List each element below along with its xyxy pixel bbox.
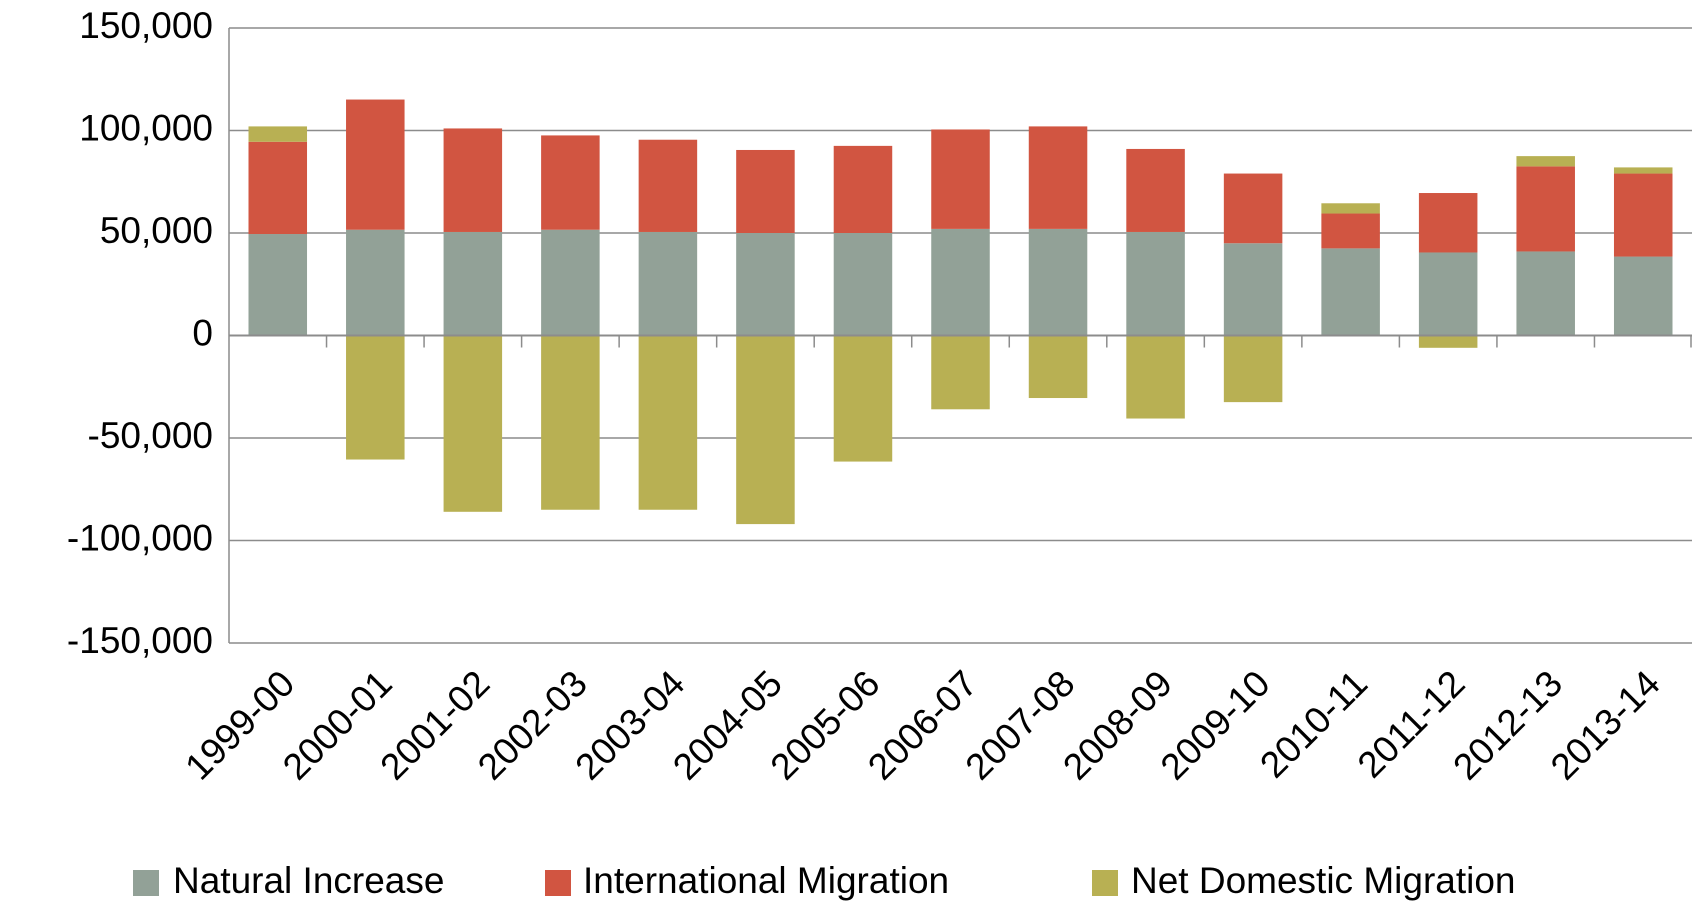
x-tick-label: 2006-07: [860, 663, 985, 788]
bar-segment: [541, 229, 600, 336]
bar-segment: [443, 335, 503, 512]
x-tick-label: 2001-02: [372, 663, 497, 788]
x-tick-label: 2003-04: [567, 663, 692, 788]
legend-swatch: [1092, 870, 1118, 896]
bar-segment: [1613, 256, 1673, 336]
bar-segment: [1321, 213, 1380, 249]
bar-segment: [1223, 173, 1283, 244]
bar-segment: [833, 233, 893, 336]
bar-segment: [1126, 148, 1185, 232]
bar-segment: [248, 126, 308, 142]
x-tick-label: 2013-14: [1543, 663, 1668, 788]
bar-segment: [1126, 335, 1185, 419]
bar-segment: [1223, 243, 1283, 336]
bar-segment: [1126, 231, 1185, 336]
x-tick-label: 2012-13: [1445, 663, 1570, 788]
bar-segment: [1223, 335, 1283, 403]
y-tick-label: 100,000: [79, 107, 213, 148]
bar-segment: [1418, 335, 1478, 348]
bar-segment: [1418, 252, 1478, 336]
bar-segment: [1321, 248, 1380, 336]
bar-segment: [1321, 203, 1380, 214]
bar-segment: [833, 145, 893, 233]
legend-label: Net Domestic Migration: [1131, 860, 1516, 901]
bar-segment: [1516, 251, 1575, 336]
x-tick-label: 2002-03: [470, 663, 595, 788]
x-tick-label: 2010-11: [1252, 663, 1375, 786]
x-tick-label: 2007-08: [958, 663, 1083, 788]
bar-segment: [346, 229, 405, 336]
x-tick-label: 2004-05: [665, 663, 790, 788]
y-tick-label: -150,000: [67, 620, 213, 661]
x-tick-label: 1999-00: [177, 663, 302, 788]
legend-swatch: [133, 870, 159, 896]
bar-segment: [541, 335, 600, 510]
y-tick-label: 50,000: [100, 210, 213, 251]
bar-segment: [1028, 126, 1088, 229]
bar-segment: [443, 128, 503, 232]
bar-segment: [931, 335, 990, 410]
legend-label: International Migration: [583, 860, 949, 901]
y-tick-label: 150,000: [79, 5, 213, 46]
bar-segment: [346, 335, 405, 460]
y-tick-label: 0: [192, 312, 213, 353]
y-tick-label: -50,000: [88, 415, 214, 456]
bar-segment: [931, 129, 990, 229]
x-tick-label: 2009-10: [1153, 663, 1278, 788]
bar-segment: [638, 335, 698, 510]
legend-swatch: [545, 870, 571, 896]
y-tick-label: -100,000: [67, 517, 213, 558]
bar-segment: [541, 135, 600, 230]
bar-segment: [248, 234, 308, 336]
bar-segment: [736, 233, 795, 336]
bar-segment: [736, 335, 795, 525]
bar-segment: [1418, 193, 1478, 253]
bar-segment: [1028, 335, 1088, 399]
legend-label: Natural Increase: [173, 860, 444, 901]
bar-segment: [931, 228, 990, 336]
bar-segment: [248, 141, 308, 235]
x-tick-label: 2008-09: [1055, 663, 1180, 788]
bar-segment: [443, 231, 503, 336]
x-tick-label: 2005-06: [763, 663, 888, 788]
bar-segment: [346, 99, 405, 230]
bar-segment: [1613, 173, 1673, 257]
bar-segment: [638, 231, 698, 336]
bar-segment: [833, 335, 893, 462]
bar-segment: [1613, 167, 1673, 174]
x-tick-label: 2000-01: [275, 663, 400, 788]
bar-segment: [1516, 166, 1575, 252]
bar-segment: [1516, 156, 1575, 167]
bar-segment: [1028, 228, 1088, 336]
bar-segment: [638, 139, 698, 232]
bar-segment: [736, 149, 795, 233]
